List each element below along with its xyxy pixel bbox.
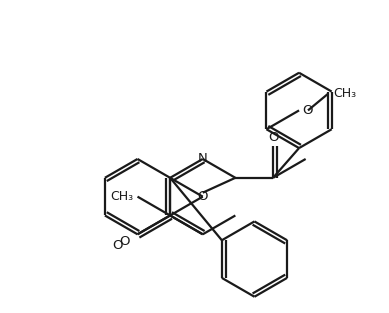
Text: N: N bbox=[198, 152, 208, 166]
Text: O: O bbox=[113, 239, 123, 252]
Text: CH₃: CH₃ bbox=[110, 190, 133, 203]
Text: CH₃: CH₃ bbox=[333, 87, 356, 100]
Text: O: O bbox=[198, 190, 208, 203]
Text: O: O bbox=[302, 104, 312, 117]
Text: O: O bbox=[119, 235, 130, 248]
Text: O: O bbox=[268, 131, 278, 144]
